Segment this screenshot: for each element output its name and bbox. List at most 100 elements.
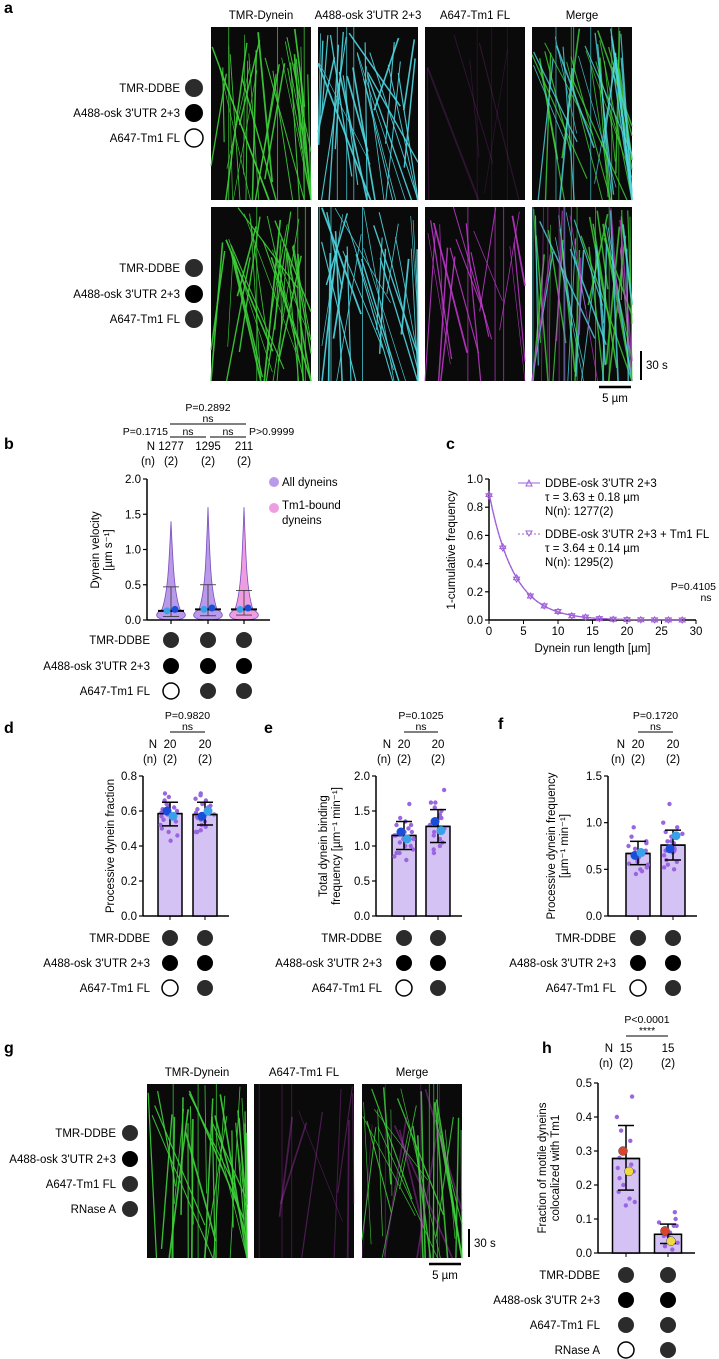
significance-label: ns — [650, 721, 661, 733]
kymograph-track — [424, 230, 436, 382]
replicate-mean — [402, 834, 412, 844]
data-point — [674, 859, 680, 865]
kymograph-track — [213, 1095, 226, 1259]
n-label: (n) — [377, 754, 391, 766]
kymograph-track — [603, 60, 616, 162]
replicate-mean — [171, 605, 179, 613]
data-point — [581, 614, 590, 622]
kymograph-background — [425, 27, 525, 200]
data-point — [644, 841, 649, 846]
condition-label: RNase A — [555, 1345, 601, 1357]
kymograph-track — [363, 248, 406, 382]
kymograph-track — [627, 210, 633, 324]
kymograph-a647-tm1 — [254, 1084, 355, 1259]
kymograph-track — [317, 33, 322, 144]
x-tick-label: 10 — [552, 626, 565, 638]
kymograph-track — [321, 241, 357, 382]
condition-indicator-open — [629, 979, 647, 997]
data-point — [678, 617, 687, 624]
panel-label-c: c — [446, 436, 455, 453]
data-point — [628, 1138, 633, 1144]
data-point — [554, 609, 562, 616]
kymograph-track — [366, 1120, 392, 1213]
data-point — [437, 836, 443, 842]
condition-indicator-black — [665, 955, 681, 971]
kymograph-track — [333, 1088, 342, 1259]
legend-n: N(n): 1277(2) — [545, 506, 614, 518]
kymograph-track — [385, 61, 401, 201]
n-label: (n) — [599, 1058, 613, 1070]
condition-label: TMR-DDBE — [539, 1270, 600, 1282]
kymograph-track — [378, 212, 419, 372]
kymograph-track — [383, 1117, 408, 1257]
data-point — [615, 1165, 620, 1171]
data-point — [195, 829, 200, 835]
kymograph-track — [293, 54, 303, 149]
replicate-mean — [200, 605, 208, 613]
kymograph-track — [594, 32, 615, 195]
condition-label: A488-osk 3'UTR 2+3 — [275, 958, 382, 970]
legend-swatch — [269, 477, 279, 487]
data-point — [567, 613, 576, 620]
data-point — [431, 850, 437, 856]
kymograph-track — [204, 1098, 214, 1259]
legend-tau: τ = 3.63 ± 0.18 µm — [545, 492, 640, 504]
kymograph-track — [346, 1120, 350, 1259]
kymograph-track — [432, 222, 469, 353]
kymograph-track — [228, 45, 233, 201]
data-point — [665, 839, 670, 844]
data-point — [644, 865, 649, 870]
n-value: (2) — [163, 754, 177, 766]
condition-indicator-gray — [630, 930, 646, 946]
kymograph-track — [403, 39, 416, 111]
data-point — [171, 805, 177, 810]
kymograph-merge — [531, 27, 633, 201]
y-tick-label: 0.2 — [121, 876, 137, 888]
replicate-mean — [396, 827, 406, 837]
y-tick-label: 0.6 — [121, 806, 137, 818]
condition-label: A647-Tm1 FL — [80, 983, 151, 995]
N-label: N — [147, 441, 155, 453]
kymograph-track — [620, 33, 633, 195]
kymograph-merge — [531, 207, 633, 382]
kymograph-track — [307, 74, 312, 201]
data-point — [166, 829, 171, 835]
y-tick-label: 0.0 — [125, 615, 141, 627]
data-point — [407, 801, 412, 807]
kymograph-tmr-dynein — [147, 1084, 248, 1259]
N-value: 20 — [667, 739, 680, 751]
kymograph-track — [400, 258, 410, 335]
kymograph-track — [235, 1122, 248, 1259]
panel-label-d: d — [4, 720, 14, 737]
data-point — [404, 857, 409, 863]
kymograph-track — [473, 230, 503, 302]
data-point — [410, 847, 416, 852]
data-point — [639, 869, 645, 874]
data-point — [680, 831, 685, 837]
condition-indicator-gray — [618, 1267, 634, 1283]
data-point — [540, 603, 549, 610]
kymograph-track — [416, 249, 419, 382]
N-value: 1277 — [158, 441, 184, 453]
N-label: N — [617, 739, 625, 751]
kymograph-track — [619, 247, 633, 382]
kymograph-track — [573, 219, 604, 306]
kymograph-track — [381, 1130, 410, 1259]
data-point — [439, 815, 444, 821]
y-tick-label: 0.1 — [576, 1214, 592, 1226]
kymograph-track — [300, 46, 305, 201]
y-tick-label: 0.2 — [576, 1180, 592, 1192]
condition-label: RNase A — [71, 1204, 117, 1216]
kymograph-track — [230, 244, 285, 370]
data-point — [595, 616, 604, 623]
data-point — [609, 616, 618, 624]
data-point — [498, 545, 507, 553]
y-tick-label: 0.5 — [125, 580, 141, 592]
kymograph-track — [544, 52, 552, 201]
data-point — [632, 846, 638, 851]
kymograph-track — [295, 58, 312, 201]
condition-label: A488-osk 3'UTR 2+3 — [9, 1154, 116, 1166]
kymograph-track — [297, 253, 304, 382]
data-point — [617, 1176, 622, 1181]
data-point — [633, 871, 639, 877]
